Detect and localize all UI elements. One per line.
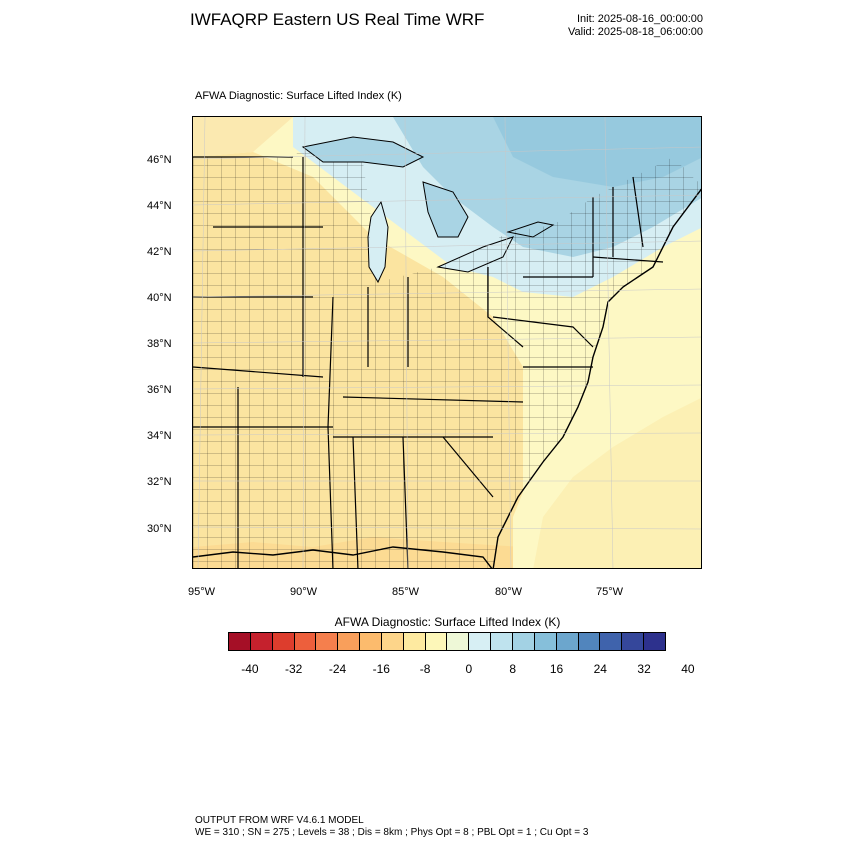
map-panel [192,116,702,569]
lon-label: 75°W [596,586,624,598]
colorbar-tick-label: 8 [509,662,517,676]
lifted-index-map [193,117,701,568]
footer-model: OUTPUT FROM WRF V4.6.1 MODEL [195,815,364,826]
lat-label: 32°N [147,476,172,488]
colorbar-tick-label: -32 [285,662,303,676]
lon-label: 90°W [290,586,318,598]
colorbar-tick-label: 40 [681,662,695,676]
lon-label: 80°W [495,586,523,598]
colorbar-swatch [229,633,251,650]
graticule [193,117,701,568]
colorbar-swatch [250,633,273,650]
upper-midwest-field [193,117,293,157]
lat-label: 34°N [147,430,172,442]
colorbar-tick-label: -40 [241,662,259,676]
colorbar-swatch [294,633,317,650]
colorbar-swatch [622,633,645,650]
lat-label: 40°N [147,292,172,304]
colorbar-tick-label: -16 [372,662,390,676]
atlantic-warm-field [533,398,701,568]
lat-label: 30°N [147,523,172,535]
colorbar-tick-label: 24 [593,662,607,676]
colorbar-swatch [512,633,535,650]
lat-label: 42°N [147,246,172,258]
lat-label: 36°N [147,384,172,396]
colorbar-tick-label: 16 [549,662,564,676]
footer-config: WE = 310 ; SN = 275 ; Levels = 38 ; Dis … [195,827,589,838]
lon-label: 85°W [392,586,420,598]
colorbar [228,632,666,651]
colorbar-title: AFWA Diagnostic: Surface Lifted Index (K… [334,615,561,629]
colorbar-tick-label: -8 [419,662,431,676]
colorbar-swatch [403,633,426,650]
colorbar-swatch [316,633,339,650]
lat-label: 46°N [147,154,172,166]
colorbar-tick-label: 0 [465,662,473,676]
colorbar-swatch [578,633,601,650]
colorbar-swatch [272,633,295,650]
colorbar-swatch [425,633,448,650]
colorbar-swatch [644,633,665,650]
colorbar-tick-label: 32 [637,662,651,676]
county-lines [193,147,701,568]
run-info: Init: 2025-08-16_00:00:00 Valid: 2025-08… [568,13,703,39]
colorbar-swatch [600,633,623,650]
init-time: Init: 2025-08-16_00:00:00 [577,13,703,25]
colorbar-swatch [556,633,579,650]
lat-label: 44°N [147,200,172,212]
valid-time: Valid: 2025-08-18_06:00:00 [568,26,703,38]
colorbar-swatch [491,633,513,650]
lat-label: 38°N [147,338,172,350]
model-footer: OUTPUT FROM WRF V4.6.1 MODEL WE = 310 ; … [195,815,588,839]
colorbar-tick-label: -24 [328,662,347,676]
colorbar-swatch [338,633,361,650]
lake-huron [422,181,469,238]
figure-title: IWFAQRP Eastern US Real Time WRF [190,10,485,29]
colorbar-swatch [534,633,557,650]
map-title: AFWA Diagnostic: Surface Lifted Index (K… [195,90,402,102]
colorbar-swatch [469,633,492,650]
lon-label: 95°W [188,586,216,598]
colorbar-swatch [360,633,382,650]
colorbar-swatch [447,633,470,650]
colorbar-swatch [381,633,404,650]
